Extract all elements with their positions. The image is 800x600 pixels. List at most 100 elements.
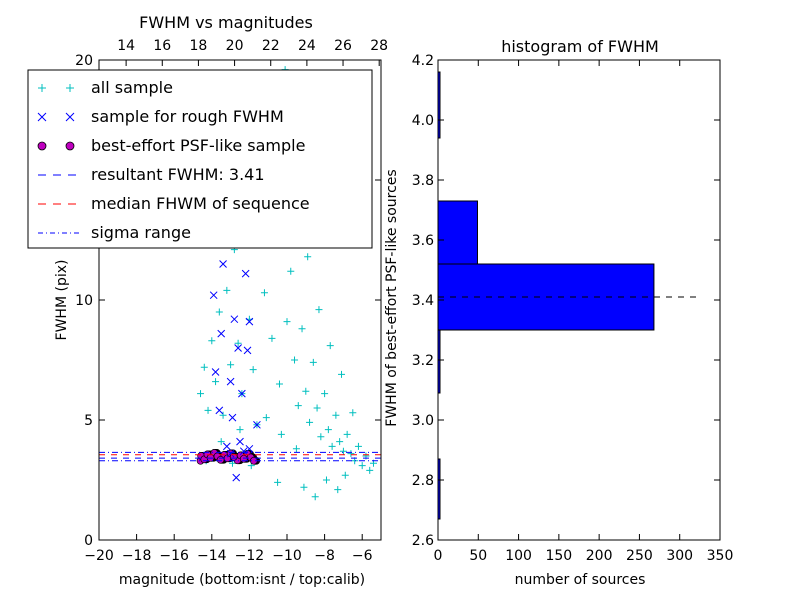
all-sample-point <box>339 447 347 455</box>
top-tick-label: 22 <box>262 38 280 54</box>
legend-label-resultant-fwhm: resultant FWHM: 3.41 <box>91 165 265 184</box>
all-sample-point <box>197 390 205 398</box>
hist-x-tick-label: 350 <box>707 548 734 564</box>
top-tick-label: 16 <box>153 38 171 54</box>
x-tick-label: −14 <box>197 548 227 564</box>
scatter-legend: all sample sample for rough FWHM best-ef… <box>27 69 373 249</box>
all-sample-point <box>300 483 308 491</box>
hist-x-tick-label: 300 <box>666 548 693 564</box>
y-tick-label: 10 <box>75 293 93 309</box>
all-sample-point <box>219 411 227 419</box>
histogram-bar <box>437 200 478 265</box>
all-sample-point <box>313 404 321 412</box>
rough-sample-point <box>241 269 250 278</box>
legend-circle-marker <box>65 141 75 151</box>
all-sample-point <box>274 478 282 486</box>
y-tick-label: 20 <box>75 53 93 69</box>
legend-plus-marker <box>38 84 46 92</box>
rough-sample-point <box>217 329 226 338</box>
rough-sample-point <box>253 420 261 429</box>
hist-y-tick-label: 3.8 <box>412 173 434 189</box>
all-sample-point <box>262 414 270 422</box>
rough-sample-point <box>219 260 227 268</box>
y-tick-label: 0 <box>84 533 93 549</box>
hist-y-tick-label: 2.8 <box>412 473 434 489</box>
x-tick-label: −10 <box>272 548 302 564</box>
rough-sample-point <box>222 442 231 451</box>
legend-label-median-fwhm: median FHWM of sequence <box>91 194 310 213</box>
top-tick-label: 20 <box>226 38 244 54</box>
scatter-axis-ticks: −20 −18 −16 −14 −12 −10 −8 −6 14 16 18 20 22 24 26 28 0 5… <box>75 38 388 564</box>
all-sample-point <box>268 334 276 342</box>
all-sample-point <box>338 370 346 378</box>
hist-y-tick-label: 2.6 <box>412 533 434 549</box>
rough-sample-point <box>215 406 224 415</box>
all-sample-point <box>287 267 295 275</box>
scatter-y-label: FWHM (pix) <box>54 260 70 341</box>
rough-sample-point <box>245 444 254 453</box>
hist-y-tick-label: 4.0 <box>412 113 434 129</box>
scatter-plot-frame <box>98 59 382 541</box>
all-sample-point <box>236 426 244 434</box>
all-sample-point <box>311 493 319 501</box>
all-sample-point <box>322 476 330 484</box>
all-sample-point <box>200 363 208 371</box>
scatter-title: FWHM vs magnitudes <box>139 13 313 32</box>
all-sample-point <box>283 318 291 326</box>
all-sample-point <box>227 361 235 369</box>
top-tick-label: 18 <box>190 38 208 54</box>
histogram-bar <box>437 263 655 331</box>
hist-x-tick-label: 50 <box>469 548 487 564</box>
all-sample-point <box>343 430 351 438</box>
all-sample-point <box>277 430 285 438</box>
top-tick-label: 26 <box>334 38 352 54</box>
all-sample-point <box>326 342 334 350</box>
x-tick-label: −18 <box>122 548 152 564</box>
rough-sample-point <box>234 344 242 352</box>
top-tick-label: 14 <box>117 38 135 54</box>
hist-y-tick-label: 3.0 <box>412 413 434 429</box>
hist-x-tick-label: 250 <box>626 548 653 564</box>
rough-sample-point <box>230 315 239 324</box>
histogram-panel: 0 50 100 150 200 250 300 350 2.6 2.8 3.0 3.2 3.4 3.6 3… <box>384 37 733 588</box>
all-sample-point <box>324 426 332 434</box>
rough-sample-point <box>236 437 244 446</box>
x-tick-label: −16 <box>159 548 189 564</box>
all-sample-point <box>332 411 340 419</box>
all-sample-point <box>249 366 257 374</box>
scatter-panel: −20 −18 −16 −14 −12 −10 −8 −6 14 16 18 20 22 24 26 28 0 5… <box>27 13 388 588</box>
all-sample-point <box>347 450 355 458</box>
histogram-title: histogram of FWHM <box>501 37 659 56</box>
histogram-axis-ticks: 0 50 100 150 200 250 300 350 2.6 2.8 3.0 3.2 3.4 3.6 3… <box>412 53 734 564</box>
hist-y-tick-label: 3.6 <box>412 233 434 249</box>
histogram-x-label: number of sources <box>515 572 646 588</box>
hist-x-tick-label: 0 <box>434 548 443 564</box>
all-sample-point <box>334 486 342 494</box>
hist-x-tick-label: 150 <box>545 548 572 564</box>
legend-plus-marker <box>66 84 74 92</box>
rough-sample-point <box>245 317 254 326</box>
rough-sample-point <box>239 447 248 456</box>
top-tick-label: 28 <box>370 38 388 54</box>
legend-samples <box>37 84 80 234</box>
rough-sample-point <box>226 449 235 458</box>
histogram-marks <box>437 71 698 520</box>
all-sample-point <box>354 442 362 450</box>
rough-sample-point <box>211 368 220 376</box>
all-sample-point <box>317 433 325 441</box>
all-sample-point <box>294 402 302 410</box>
rough-sample-point <box>228 413 237 422</box>
all-sample-point <box>212 378 220 386</box>
all-sample-point <box>321 390 329 398</box>
legend-x-marker <box>37 112 47 122</box>
all-sample-point <box>260 289 268 297</box>
legend-label-psf-sample: best-effort PSF-like sample <box>91 136 305 155</box>
all-sample-point <box>336 438 344 446</box>
all-sample-point <box>292 445 300 453</box>
histogram-plot-frame <box>437 59 721 541</box>
all-sample-point <box>341 471 349 479</box>
x-tick-label: −12 <box>235 548 265 564</box>
rough-sample-point <box>226 377 235 386</box>
all-sample-point <box>302 387 310 395</box>
